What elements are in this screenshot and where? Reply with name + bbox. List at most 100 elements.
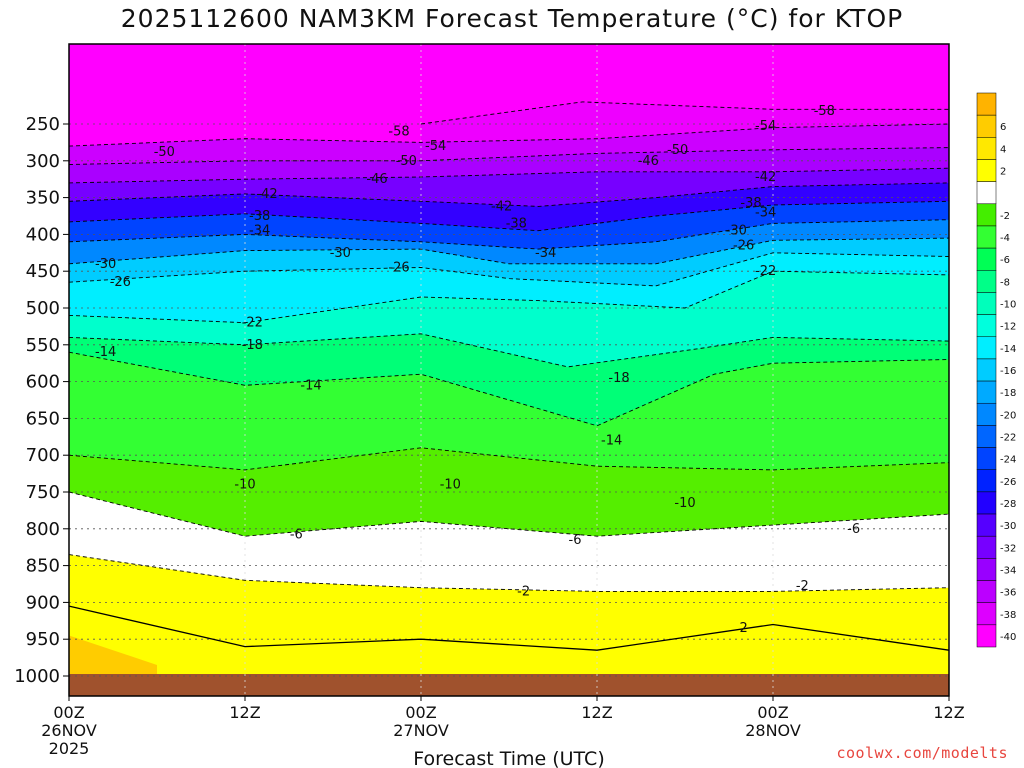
- y-tick-label: 250: [26, 114, 60, 135]
- isotherm-line: [69, 237, 949, 265]
- colorbar-label: -6: [1000, 255, 1010, 266]
- colorbar: 6 4 2 -2 -4 -6 -8 -10 -12 -14 -16 -18 -20 -22 -24 -26 -2…: [976, 92, 1016, 648]
- x-tick-label: 12Z: [581, 703, 612, 722]
- colorbar-label: -28: [1000, 499, 1016, 510]
- y-tick-label: 750: [26, 482, 60, 503]
- colorbar-swatch: [976, 580, 997, 603]
- isotherm-label: -58: [388, 124, 409, 139]
- colorbar-swatch: [976, 314, 997, 338]
- fill-band: [69, 606, 949, 696]
- isotherm-label: -46: [638, 154, 659, 169]
- isotherm-label: -42: [755, 170, 776, 185]
- colorbar-swatch: [976, 602, 997, 626]
- isotherm-label: -14: [300, 378, 321, 393]
- colorbar-swatch: [976, 380, 997, 404]
- isotherm-label: -50: [396, 154, 417, 169]
- colorbar-label: -14: [1000, 344, 1016, 355]
- colorbar-label: -18: [1000, 388, 1016, 399]
- isotherm-label: -50: [154, 145, 175, 160]
- x-tick-year: 2025: [49, 739, 90, 758]
- colorbar-swatch: [976, 336, 997, 360]
- y-tick-label: 800: [26, 519, 60, 540]
- isotherm-label: -10: [440, 478, 461, 493]
- isotherm-label: -30: [95, 257, 116, 272]
- y-tick-label: 500: [26, 298, 60, 319]
- isotherm-label: 2: [740, 621, 748, 636]
- colorbar-label: -22: [1000, 432, 1016, 443]
- y-tick-label: 950: [26, 629, 60, 650]
- colorbar-swatch: [976, 491, 997, 515]
- isotherm-label: -6: [290, 528, 303, 543]
- colorbar-swatch: [976, 203, 997, 227]
- y-tick-label: 300: [26, 151, 60, 172]
- isotherm-label: -18: [242, 338, 263, 353]
- y-tick-label: 550: [26, 335, 60, 356]
- ground-fill: [69, 674, 949, 696]
- colorbar-swatch: [976, 292, 997, 315]
- isotherm-label: -50: [667, 143, 688, 158]
- isotherm-label: -2: [517, 584, 530, 599]
- isotherm-label: -30: [726, 224, 747, 239]
- isotherm-label: -6: [847, 522, 860, 537]
- isotherm-line: [69, 182, 949, 207]
- isotherm-label: -38: [506, 216, 527, 231]
- isotherm-label: -34: [249, 224, 270, 239]
- colorbar-swatch: [976, 469, 997, 493]
- y-tick-label: 350: [26, 188, 60, 209]
- isotherm-label: -42: [491, 199, 512, 214]
- colorbar-label: -36: [1000, 588, 1016, 599]
- colorbar-swatch: [976, 624, 997, 648]
- colorbar-label: -38: [1000, 610, 1016, 621]
- isotherm-lines: [69, 101, 949, 651]
- isotherm-label: -6: [569, 533, 582, 548]
- isotherm-label: -10: [234, 478, 255, 493]
- colorbar-label: -8: [1000, 277, 1010, 288]
- y-axis: 250 300 350 400 450 500 550 600 650 700 750 800 850 9…: [14, 114, 69, 687]
- isotherm-label: -54: [755, 119, 776, 134]
- isotherm-label: -18: [608, 371, 629, 386]
- isotherm-line: [69, 252, 949, 287]
- isotherm-label: -10: [674, 496, 695, 511]
- x-tick-date: 27NOV: [393, 721, 449, 740]
- colorbar-label: 2: [1000, 167, 1006, 178]
- isotherm-label: -22: [242, 316, 263, 331]
- colorbar-swatch: [976, 92, 997, 116]
- isotherm-line: [69, 200, 949, 232]
- colorbar-swatch: [976, 535, 997, 559]
- y-tick-label: 1000: [14, 666, 60, 687]
- isotherm-label: -14: [95, 345, 116, 360]
- colorbar-label: -30: [1000, 521, 1016, 532]
- isotherm-line: [420, 101, 949, 125]
- colorbar-swatch: [976, 358, 997, 382]
- y-tick-label: 900: [26, 592, 60, 613]
- x-tick-date: 26NOV: [41, 721, 97, 740]
- isotherm-label: -26: [733, 238, 754, 253]
- colorbar-swatch: [976, 159, 997, 182]
- colorbar-swatch: [976, 558, 997, 581]
- colorbar-label: -24: [1000, 455, 1016, 466]
- y-tick-label: 700: [26, 445, 60, 466]
- isotherm-label: -34: [755, 205, 776, 220]
- isotherm-label: -46: [366, 172, 387, 187]
- y-tick-label: 850: [26, 556, 60, 577]
- colorbar-label: -12: [1000, 322, 1016, 333]
- chart-title: 2025112600 NAM3KM Forecast Temperature (…: [120, 4, 904, 33]
- x-tick-label: 00Z: [53, 703, 84, 722]
- colorbar-swatch: [976, 225, 997, 249]
- isotherm-label: -30: [330, 246, 351, 261]
- x-axis-label: Forecast Time (UTC): [413, 748, 604, 768]
- colorbar-swatch: [976, 114, 997, 138]
- isotherm-label: -38: [249, 209, 270, 224]
- isotherm-label: -26: [388, 261, 409, 276]
- isotherm-label: -42: [256, 187, 277, 202]
- colorbar-swatch: [976, 513, 997, 537]
- colorbar-label: -2: [1000, 211, 1010, 222]
- y-tick-label: 450: [26, 261, 60, 282]
- colorbar-swatch: [976, 425, 997, 448]
- isotherm-line: [69, 333, 949, 368]
- isotherm-label: -58: [814, 104, 835, 119]
- colorbar-label: 6: [1000, 122, 1006, 133]
- colorbar-label: -10: [1000, 300, 1016, 311]
